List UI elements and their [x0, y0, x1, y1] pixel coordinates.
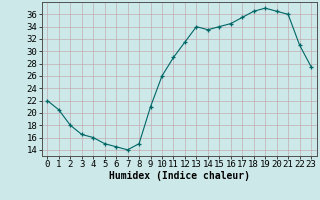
X-axis label: Humidex (Indice chaleur): Humidex (Indice chaleur)	[109, 171, 250, 181]
